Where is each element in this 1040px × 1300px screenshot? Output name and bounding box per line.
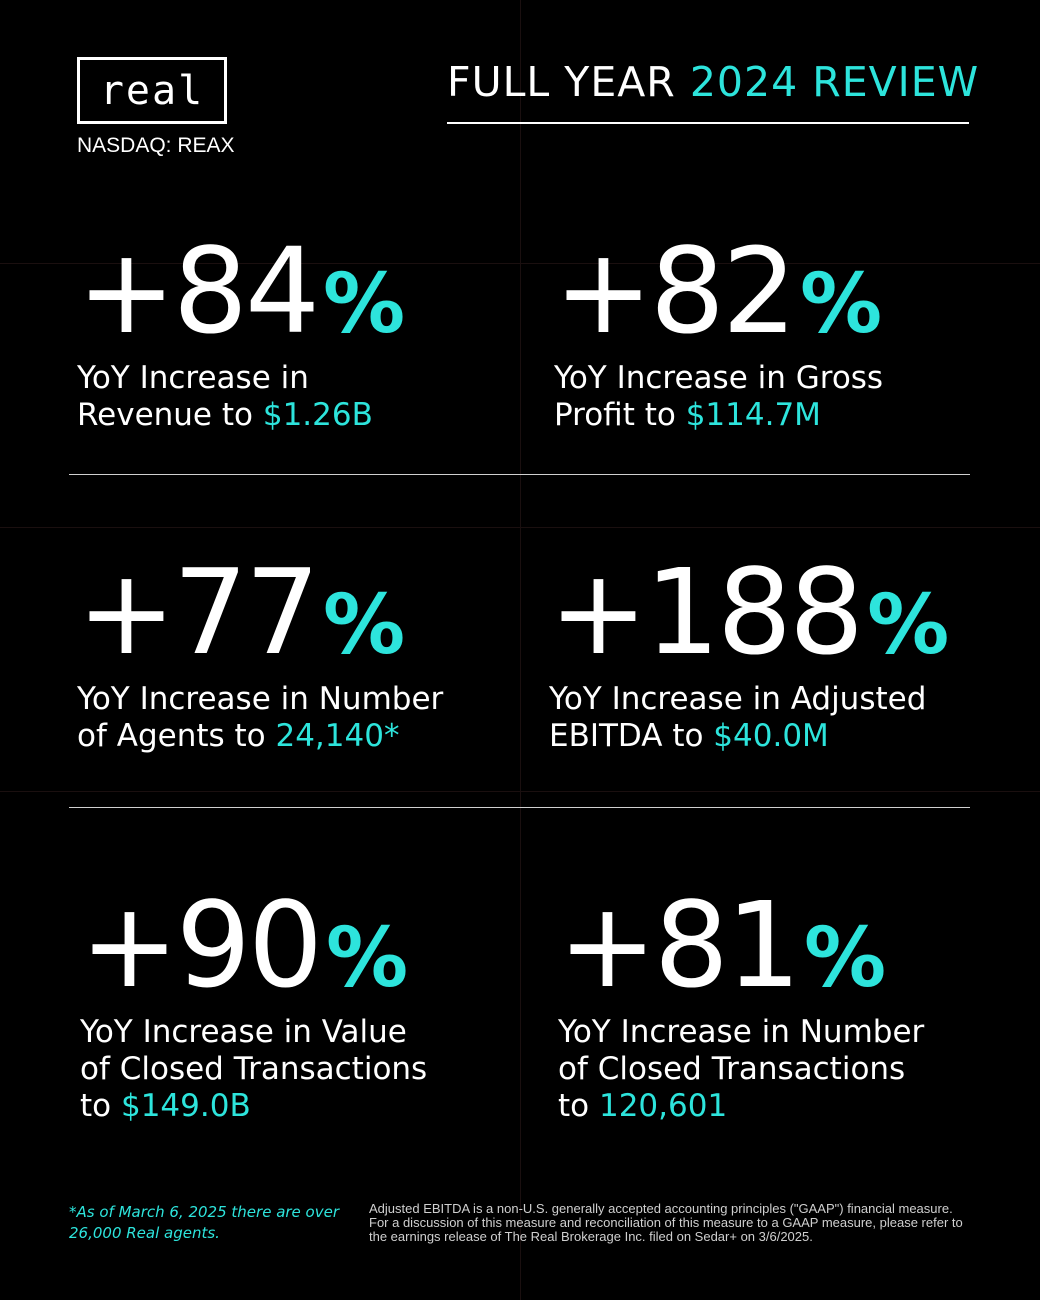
grid-line	[0, 527, 1040, 528]
stat-number: +77%	[77, 543, 405, 681]
stat-adjusted-ebitda: +188% YoY Increase in Adjusted EBITDA to…	[549, 543, 949, 755]
section-divider	[69, 474, 970, 475]
stat-description: YoY Increase in Value of Closed Transact…	[80, 1014, 428, 1124]
stat-agents: +77% YoY Increase in Number of Agents to…	[77, 553, 443, 755]
ticker-symbol: NASDAQ: REAX	[77, 134, 235, 157]
section-divider	[69, 807, 970, 808]
agent-count-footnote: *As of March 6, 2025 there are over 26,0…	[69, 1203, 339, 1242]
stat-transaction-value: +90% YoY Increase in Value of Closed Tra…	[80, 886, 427, 1125]
stat-number: +84%	[77, 222, 405, 360]
percent-icon: %	[804, 911, 886, 1006]
stat-number: +82%	[554, 222, 882, 360]
grid-line	[0, 791, 1040, 792]
stat-number: +81%	[558, 876, 886, 1014]
ebitda-disclaimer: Adjusted EBITDA is a non-U.S. generally …	[369, 1201, 963, 1244]
percent-icon: %	[800, 257, 882, 352]
stat-description: YoY Increase in Number of Closed Transac…	[558, 1014, 925, 1124]
page-title: FULL YEAR 2024 REVIEW	[447, 58, 978, 106]
title-plain: FULL YEAR	[447, 58, 690, 106]
stat-description: YoY Increase in Adjusted EBITDA to $40.0…	[549, 681, 927, 754]
percent-icon: %	[326, 911, 408, 1006]
real-logo: real	[77, 57, 227, 124]
stat-transaction-count: +81% YoY Increase in Number of Closed Tr…	[558, 886, 924, 1125]
grid-line	[520, 0, 521, 1300]
stat-number: +188%	[549, 543, 949, 681]
percent-icon: %	[323, 257, 405, 352]
stat-revenue: +84% YoY Increase in Revenue to $1.26B	[77, 222, 405, 434]
percent-icon: %	[867, 578, 949, 673]
stat-gross-profit: +82% YoY Increase in Gross Profit to $11…	[554, 232, 883, 434]
stat-description: YoY Increase in Number of Agents to 24,1…	[77, 681, 444, 754]
stat-number: +90%	[80, 876, 408, 1014]
percent-icon: %	[323, 578, 405, 673]
grid-line	[0, 263, 1040, 264]
stat-description: YoY Increase in Revenue to $1.26B	[77, 360, 373, 433]
title-accent: 2024 REVIEW	[689, 58, 980, 106]
header-divider	[447, 122, 969, 124]
stat-description: YoY Increase in Gross Profit to $114.7M	[554, 360, 884, 433]
logo-wordmark: real	[99, 67, 205, 114]
